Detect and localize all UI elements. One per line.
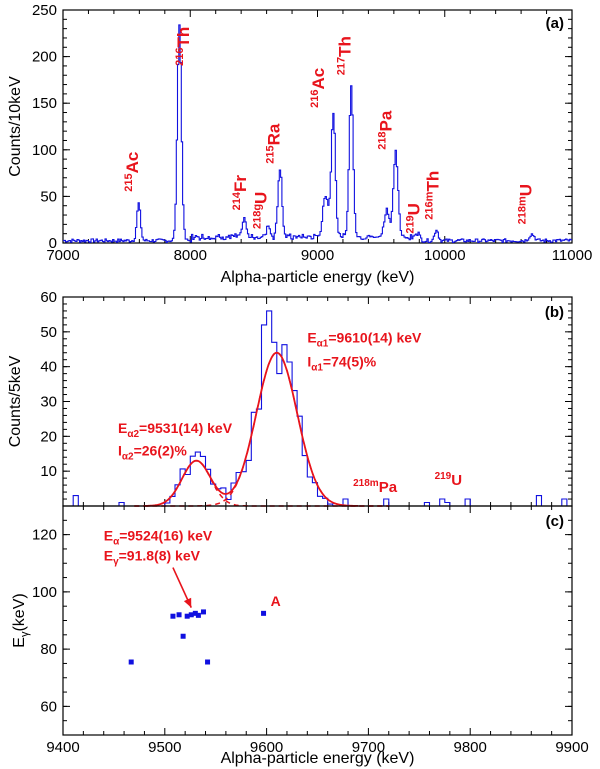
data-point bbox=[192, 610, 198, 616]
fit-component-1 bbox=[134, 459, 389, 507]
data-point bbox=[195, 612, 201, 618]
x-tick-label: 9600 bbox=[250, 739, 283, 756]
peak-label-u: 219U bbox=[435, 471, 463, 489]
peak-label-pa: 218Pa bbox=[376, 110, 395, 150]
y-tick-label: 60 bbox=[40, 289, 57, 306]
peak-label-th: 216mTh bbox=[423, 171, 442, 220]
x-tick-label: 8000 bbox=[174, 247, 207, 264]
x-tick-label: 7000 bbox=[46, 247, 79, 264]
peak-label-pa: 218mPa bbox=[353, 478, 398, 496]
peak-label-u: 219U bbox=[404, 203, 423, 234]
panel-label-b: (b) bbox=[545, 304, 564, 321]
x-tick-label: 9000 bbox=[301, 247, 334, 264]
y-tick-label: 50 bbox=[40, 188, 57, 205]
energy-annotation-1: Eα1=9610(14) keV bbox=[307, 329, 422, 349]
y-tick-label: 0 bbox=[49, 235, 57, 252]
x-axis-title-c: Alpha-particle energy (keV) bbox=[221, 750, 415, 767]
x-tick-label: 11000 bbox=[552, 247, 593, 264]
x-axis-title-a: Alpha-particle energy (keV) bbox=[221, 269, 415, 286]
y-tick-label: 250 bbox=[32, 2, 57, 19]
histogram-b bbox=[63, 310, 572, 507]
peak-label-fr: 214Fr bbox=[231, 175, 250, 211]
arrow-head bbox=[183, 597, 192, 608]
y-tick-label: 150 bbox=[32, 95, 57, 112]
panel-a: 7000 8000 9000 10000 11000 0 50 100 150 200 250 (a)… bbox=[7, 2, 592, 286]
y-tick-label: 100 bbox=[32, 142, 57, 159]
x-tick-label: 9700 bbox=[352, 739, 385, 756]
data-point bbox=[176, 612, 182, 618]
intensity-annotation-2: Iα2=26(2)% bbox=[118, 442, 187, 462]
y-tick-label: 10 bbox=[40, 463, 57, 480]
y-tick-label: 100 bbox=[32, 584, 57, 601]
data-point bbox=[184, 613, 190, 619]
y-tick-label: 200 bbox=[32, 49, 57, 66]
panel-b: 10 20 30 40 50 60 (b) Counts/5keV Eα1=9610(14) k… bbox=[7, 289, 573, 507]
x-tick-label: 9900 bbox=[555, 739, 588, 756]
panel-c: 9400 9500 9600 9700 9800 9900 60 80 100 120 (c) Alp… bbox=[11, 505, 589, 767]
x-tick-label: 9500 bbox=[148, 739, 181, 756]
x-tick-label: 10000 bbox=[424, 247, 466, 264]
y-axis-title-a: Counts/10keV bbox=[7, 76, 24, 177]
y-axis-title-c: Eγ(keV) bbox=[11, 593, 31, 647]
alpha-energy-annotation: Eα=9524(16) keV bbox=[104, 527, 213, 547]
peak-label-ac: 216Ac bbox=[309, 68, 328, 108]
peak-label-u: 218mU bbox=[516, 184, 535, 224]
gamma-energy-annotation: Eγ=91.8(8) keV bbox=[104, 547, 201, 567]
data-point bbox=[205, 659, 211, 665]
spectrum-line-a bbox=[63, 24, 572, 243]
y-tick-label: 30 bbox=[40, 394, 57, 411]
peak-label-th: 217Th bbox=[336, 36, 355, 75]
fit-total bbox=[144, 351, 359, 507]
peak-label-ra: 215Ra bbox=[264, 123, 283, 164]
data-point bbox=[170, 613, 176, 619]
data-point bbox=[188, 612, 194, 618]
y-tick-label: 120 bbox=[32, 527, 57, 544]
x-tick-label: 9400 bbox=[46, 739, 79, 756]
panel-label-c: (c) bbox=[546, 513, 564, 530]
plot-frame bbox=[62, 296, 573, 507]
y-axis-title-b: Counts/5keV bbox=[7, 355, 24, 447]
y-tick-label: 40 bbox=[40, 359, 57, 376]
y-tick-label: 80 bbox=[40, 641, 57, 658]
peak-label-u: 218gU bbox=[252, 192, 271, 229]
point-label-a: A bbox=[271, 593, 281, 609]
y-tick-label: 20 bbox=[40, 428, 57, 445]
data-point bbox=[200, 609, 206, 615]
peak-label-th: 216Th bbox=[174, 27, 193, 66]
energy-annotation-2: Eα2=9531(14) keV bbox=[118, 420, 233, 440]
data-point bbox=[180, 633, 186, 639]
data-point bbox=[261, 610, 267, 616]
panel-label-a: (a) bbox=[546, 15, 564, 32]
y-tick-label: 60 bbox=[40, 698, 57, 715]
x-tick-label: 9800 bbox=[454, 739, 487, 756]
peak-label-ac: 215Ac bbox=[123, 152, 142, 192]
y-tick-label: 50 bbox=[40, 324, 57, 341]
intensity-annotation-1: Iα1=74(5)% bbox=[307, 354, 376, 374]
data-point bbox=[128, 659, 134, 665]
